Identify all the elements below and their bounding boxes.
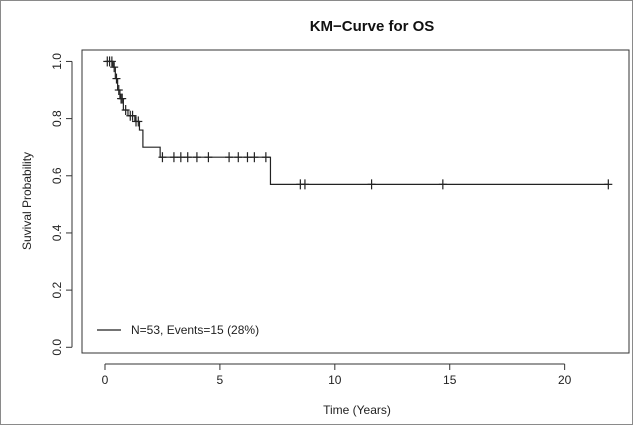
y-tick-label: 0.6 [50, 167, 64, 184]
censor-mark [112, 73, 121, 84]
x-tick-label: 20 [558, 373, 572, 387]
censor-mark [300, 179, 309, 190]
plot-area-box [81, 49, 630, 354]
censor-mark [183, 152, 192, 163]
censor-mark [234, 152, 243, 163]
y-axis: 0.0 0.2 0.4 0.6 0.8 1.0 [50, 53, 73, 356]
y-tick-label: 0.2 [50, 281, 64, 298]
censor-mark [134, 116, 143, 127]
censor-mark [169, 152, 178, 163]
x-axis: 0 5 10 15 20 [102, 363, 572, 387]
censor-mark [250, 152, 259, 163]
censor-mark [604, 179, 613, 190]
censor-mark [107, 56, 116, 67]
censor-mark [128, 110, 137, 121]
censor-mark [114, 85, 123, 96]
x-tick-label: 15 [443, 373, 457, 387]
censor-mark [438, 179, 447, 190]
chart-title: KM−Curve for OS [310, 18, 435, 35]
legend: N=53, Events=15 (28%) [97, 323, 259, 337]
y-axis-label: Suvival Probability [20, 152, 34, 250]
censor-mark [110, 62, 119, 73]
y-tick-label: 0.8 [50, 110, 64, 127]
censor-mark [118, 93, 127, 104]
y-tick-label: 0.0 [50, 339, 64, 356]
censor-mark [261, 152, 270, 163]
y-tick-label: 1.0 [50, 53, 64, 70]
x-tick-label: 5 [217, 373, 224, 387]
series-layer [103, 56, 613, 190]
x-tick-label: 0 [102, 373, 109, 387]
y-tick-label: 0.4 [50, 224, 64, 241]
censor-mark [192, 152, 201, 163]
censor-mark [204, 152, 213, 163]
censor-mark [121, 105, 130, 116]
censor-mark [158, 152, 167, 163]
censor-mark [225, 152, 234, 163]
survival-curve [104, 60, 609, 185]
x-axis-label: Time (Years) [323, 403, 391, 417]
legend-label: N=53, Events=15 (28%) [131, 323, 259, 337]
x-tick-label: 10 [328, 373, 342, 387]
censor-mark [176, 152, 185, 163]
censor-mark [367, 179, 376, 190]
censor-mark [243, 152, 252, 163]
